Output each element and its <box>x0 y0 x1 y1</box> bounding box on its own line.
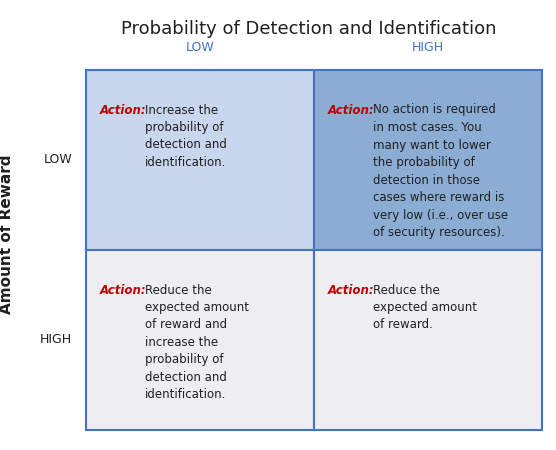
Text: Probability of Detection and Identification: Probability of Detection and Identificat… <box>121 20 497 38</box>
Text: Reduce the
expected amount
of reward and
increase the
probability of
detection a: Reduce the expected amount of reward and… <box>145 284 249 401</box>
Text: Increase the
probability of
detection and
identification.: Increase the probability of detection an… <box>145 104 226 169</box>
Text: No action is required
in most cases. You
many want to lower
the probability of
d: No action is required in most cases. You… <box>373 104 508 239</box>
Text: LOW: LOW <box>43 153 72 166</box>
Text: Action:: Action: <box>328 104 375 117</box>
Text: Reduce the
expected amount
of reward.: Reduce the expected amount of reward. <box>373 284 476 332</box>
Text: HIGH: HIGH <box>412 41 444 54</box>
Text: HIGH: HIGH <box>40 333 72 346</box>
Text: Action:: Action: <box>100 284 147 297</box>
FancyBboxPatch shape <box>86 250 314 430</box>
FancyBboxPatch shape <box>86 70 314 250</box>
Text: Action:: Action: <box>328 284 375 297</box>
Text: Action:: Action: <box>100 104 147 117</box>
Text: Amount of Reward: Amount of Reward <box>0 154 14 314</box>
FancyBboxPatch shape <box>314 250 542 430</box>
FancyBboxPatch shape <box>314 70 542 250</box>
Text: LOW: LOW <box>186 41 215 54</box>
